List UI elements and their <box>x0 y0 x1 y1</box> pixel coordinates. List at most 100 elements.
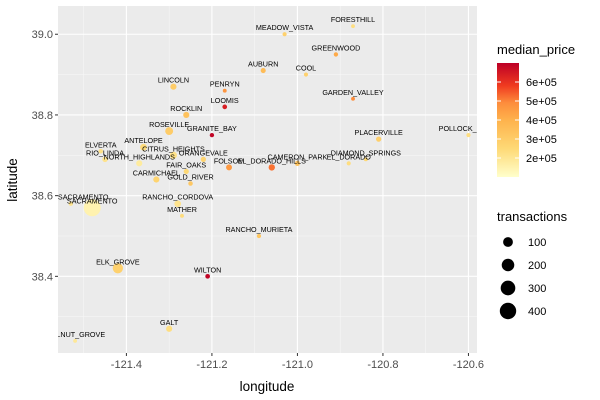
data-point <box>153 176 160 183</box>
data-point <box>268 164 275 171</box>
point-label: GOLD_RIVER <box>167 173 213 182</box>
data-point <box>169 151 177 159</box>
size-legend-title: transactions <box>497 209 568 224</box>
x-tick-label: -120.8 <box>367 359 398 371</box>
y-tick-label: 38.4 <box>32 271 53 283</box>
data-point <box>183 111 190 119</box>
y-tick-label: 38.6 <box>32 191 53 203</box>
color-legend-bar <box>497 63 519 177</box>
point-label: RIO_LINDA <box>86 148 124 157</box>
data-point <box>200 156 207 162</box>
point-label: MATHER <box>167 205 197 214</box>
point-label: FORESTHILL <box>331 15 375 24</box>
color-legend-label: 2e+05 <box>526 153 557 165</box>
point-labels: FORESTHILL MEADOW_VISTA GREENWOOD AUBURN COO… <box>33 15 499 339</box>
data-point <box>209 132 215 138</box>
data-point <box>183 168 189 175</box>
point-label: CITRUS_HEIGHTS <box>142 144 205 153</box>
data-point <box>174 200 182 208</box>
point-label: ELK_GROVE <box>96 257 140 266</box>
plot-panel <box>58 6 477 353</box>
data-point <box>205 273 210 279</box>
point-label: FOLSOM <box>214 156 244 165</box>
data-point <box>333 52 339 57</box>
x-axis-ticks: -121.4 -121.2 -121.0 -120.8 -120.6 <box>111 353 484 371</box>
color-legend-ticks: 2e+05 3e+05 4e+05 5e+05 6e+05 <box>497 77 557 165</box>
data-point <box>112 263 123 274</box>
color-legend-label: 3e+05 <box>526 134 557 146</box>
size-legend: transactions 100 200 300 400 <box>497 209 568 320</box>
point-label: MEADOW_VISTA <box>256 23 314 32</box>
data-point <box>363 157 368 162</box>
data-point <box>170 83 177 90</box>
point-label: PLACERVILLE <box>355 128 403 137</box>
data-point <box>98 148 104 154</box>
data-point <box>226 164 232 171</box>
y-tick-label: 39.0 <box>32 29 53 41</box>
data-point <box>188 181 193 186</box>
y-axis-title: latitude <box>5 158 20 202</box>
x-tick-label: -121.4 <box>111 359 142 371</box>
point-label: RANCHO_CORDOVA <box>142 193 213 202</box>
size-legend-label: 200 <box>528 260 546 272</box>
data-points <box>68 24 471 343</box>
point-label: LOOMIS <box>211 96 239 105</box>
point-label: WILTON <box>194 265 221 274</box>
size-legend-key <box>500 280 516 296</box>
color-legend-title: median_price <box>497 42 575 57</box>
point-label: WALNUT_GROVE <box>45 330 105 339</box>
grid-lines <box>58 6 477 353</box>
data-point <box>294 160 301 166</box>
point-label: EL_DORADO_HILLS <box>238 156 307 165</box>
data-point <box>83 199 101 217</box>
point-label: COOL <box>296 64 316 73</box>
x-tick-label: -120.6 <box>453 359 484 371</box>
size-legend-label: 100 <box>528 237 546 249</box>
data-point <box>180 213 184 218</box>
size-legend-items: 100 200 300 400 <box>499 237 546 320</box>
data-point <box>222 104 228 110</box>
point-label: ORANGEVALE <box>179 148 228 157</box>
data-point <box>303 72 309 77</box>
point-label: RANCHO_MURIETA <box>225 225 292 234</box>
point-label: ROSEVILLE <box>149 120 189 129</box>
data-point <box>376 136 382 142</box>
color-legend-label: 6e+05 <box>526 77 557 89</box>
data-point <box>256 233 262 239</box>
point-label: POLLOCK_PINES <box>439 124 499 133</box>
point-label: ANTELOPE <box>124 136 163 145</box>
y-tick-label: 38.8 <box>32 110 53 122</box>
point-label: ROCKLIN <box>170 104 202 113</box>
color-legend-label: 5e+05 <box>526 96 557 108</box>
color-legend: median_price 2e+05 3e+05 4e+05 5e+05 6e+05 <box>497 42 575 177</box>
point-label: NORTH_HIGHLANDS <box>104 152 176 161</box>
point-label: ELVERTA <box>85 140 117 149</box>
data-point <box>102 156 108 163</box>
data-point <box>346 161 351 166</box>
point-label: DIAMOND_SPRINGS <box>331 148 401 157</box>
point-label: EL_DORADO <box>327 152 372 161</box>
point-label: LINCOLN <box>158 76 189 85</box>
data-point <box>166 325 173 332</box>
data-point <box>68 201 73 206</box>
point-label: SACRAMENTO <box>67 197 118 206</box>
point-label: GREENWOOD <box>312 43 361 52</box>
data-point <box>222 88 227 93</box>
size-legend-label: 300 <box>528 283 546 295</box>
point-label: WEST_SACRAMENTO <box>33 193 109 202</box>
y-axis-ticks: 38.4 38.6 38.8 39.0 <box>32 29 58 283</box>
size-legend-key <box>499 302 517 320</box>
data-point <box>282 32 287 37</box>
point-label: GARDEN_VALLEY <box>322 88 384 97</box>
data-point <box>140 143 147 151</box>
point-label: CARMICHAEL <box>133 169 180 178</box>
data-point <box>165 127 174 136</box>
x-tick-label: -121.2 <box>196 359 227 371</box>
data-point <box>73 338 78 343</box>
point-label: FAIR_OAKS <box>166 160 206 169</box>
x-tick-label: -121.0 <box>282 359 313 371</box>
x-axis-title: longitude <box>240 379 295 394</box>
data-point <box>351 24 355 29</box>
